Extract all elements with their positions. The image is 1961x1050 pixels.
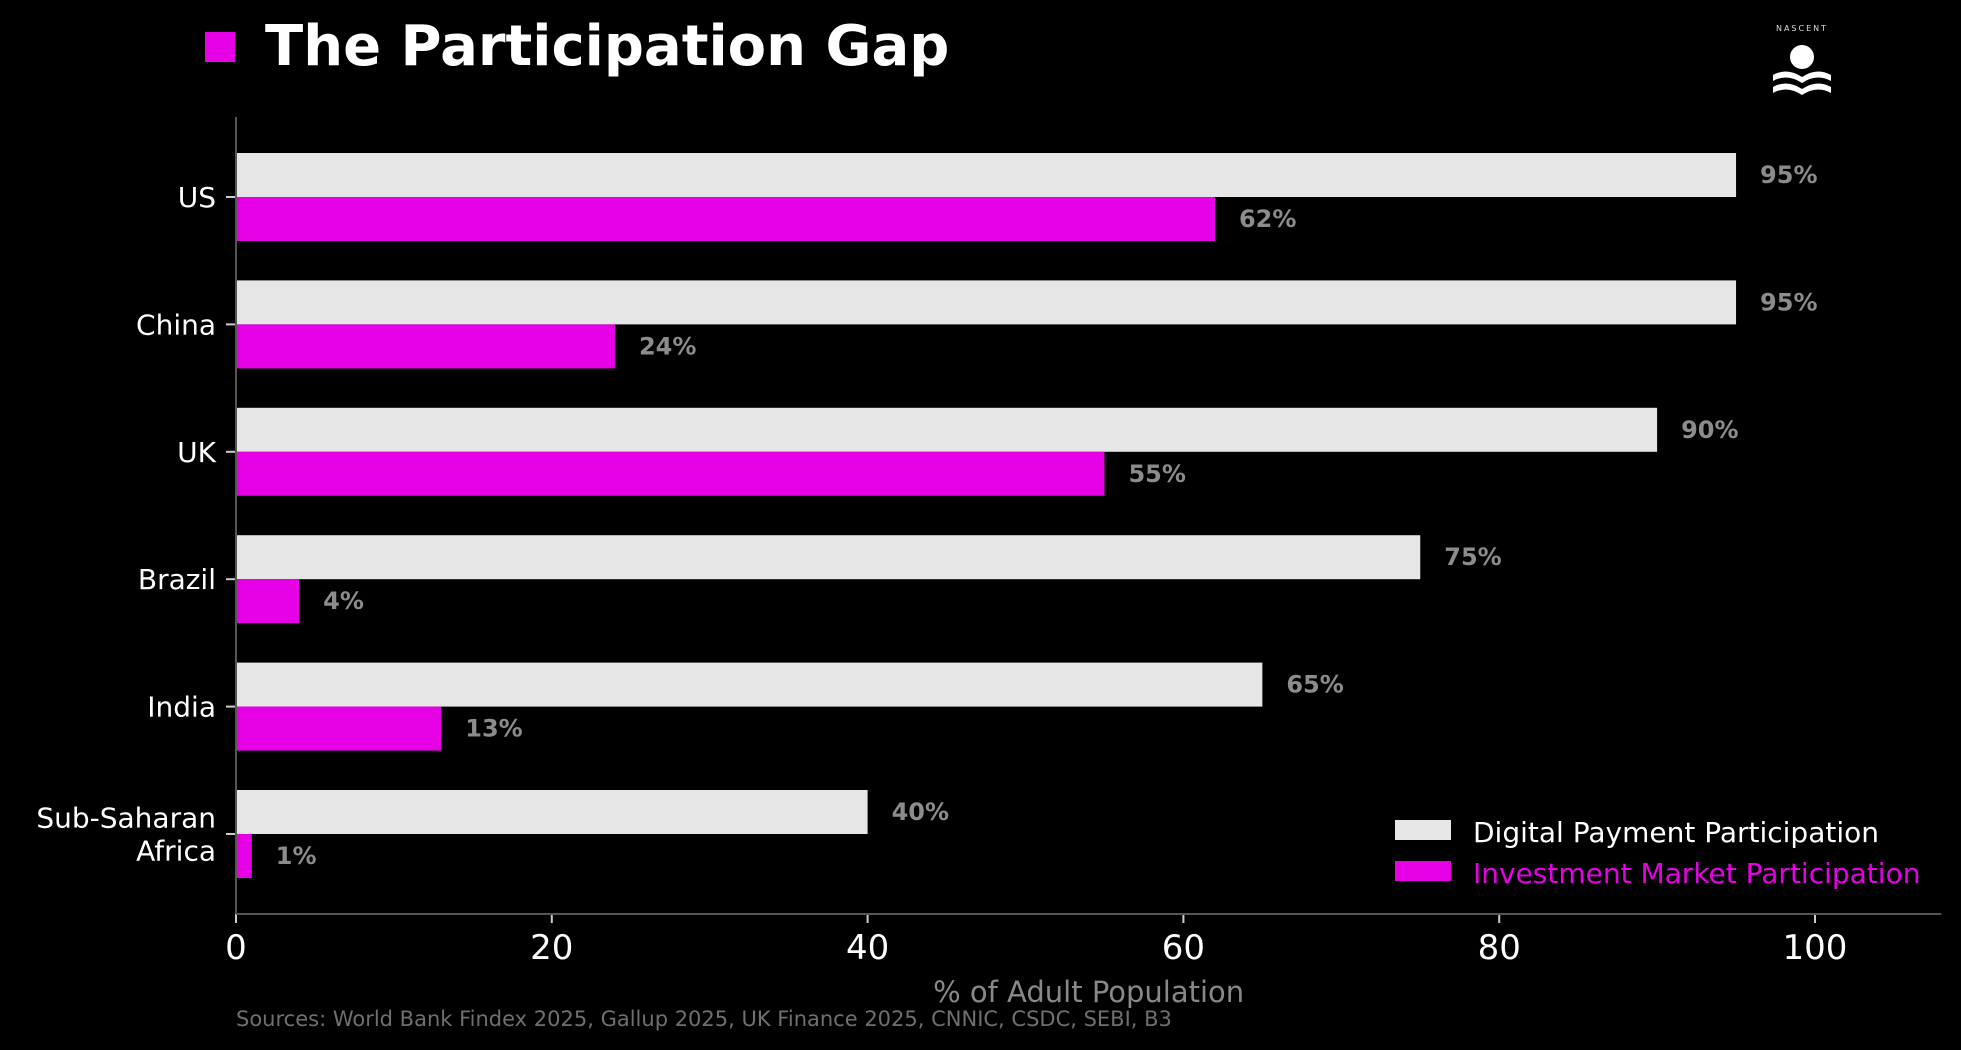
legend-swatch-investment xyxy=(1395,861,1451,881)
data-label-digital-china: 95% xyxy=(1760,288,1817,316)
legend: Digital Payment Participation Investment… xyxy=(1395,816,1920,890)
data-label-investment-uk: 55% xyxy=(1128,460,1185,488)
x-tick-label-40: 40 xyxy=(846,928,889,968)
data-label-digital-uk: 90% xyxy=(1681,416,1738,444)
bars-layer: 95% 62% 95% 24% 90% 55% 75% 4% 65% 13% 40% 1% xyxy=(236,153,1818,878)
x-axis: 0 20 40 60 80 100 xyxy=(225,914,1847,968)
x-tick-label-100: 100 xyxy=(1783,928,1848,968)
data-label-digital-sub-saharan-africa: 40% xyxy=(892,798,949,826)
category-label-sub-saharan-africa-line-2: Africa xyxy=(136,835,216,868)
x-axis-label: % of Adult Population xyxy=(933,975,1244,1009)
legend-swatch-digital xyxy=(1395,820,1451,840)
data-label-investment-us: 62% xyxy=(1239,205,1296,233)
category-label-brazil: Brazil xyxy=(138,563,216,596)
data-label-investment-china: 24% xyxy=(639,332,696,360)
bar-digital-china xyxy=(236,280,1737,325)
category-label-china: China xyxy=(136,308,216,341)
chart-title-group: The Participation Gap xyxy=(205,14,949,79)
data-label-investment-brazil: 4% xyxy=(323,587,364,615)
bar-investment-china xyxy=(236,324,615,369)
bar-digital-uk xyxy=(236,407,1658,452)
data-label-digital-india: 65% xyxy=(1286,671,1343,699)
bar-investment-us xyxy=(236,197,1215,241)
nascent-logo: NASCENT xyxy=(1760,24,1844,109)
legend-label-investment: Investment Market Participation xyxy=(1473,857,1920,890)
wave-person-logo-icon xyxy=(1773,45,1831,95)
bar-digital-us xyxy=(236,153,1737,197)
legend-label-digital: Digital Payment Participation xyxy=(1473,816,1879,849)
title-marker-square xyxy=(205,31,235,62)
x-tick-label-0: 0 xyxy=(225,928,247,968)
bar-digital-sub-saharan-africa xyxy=(236,790,868,834)
category-label-sub-saharan-africa-line-1: Sub-Saharan xyxy=(36,802,216,835)
bar-investment-sub-saharan-africa xyxy=(236,834,252,878)
x-tick-label-60: 60 xyxy=(1162,928,1205,968)
x-tick-label-80: 80 xyxy=(1478,928,1521,968)
bar-investment-brazil xyxy=(236,579,300,624)
chart-title: The Participation Gap xyxy=(265,14,950,79)
data-label-digital-us: 95% xyxy=(1760,161,1817,189)
bar-investment-uk xyxy=(236,451,1105,496)
bar-digital-india xyxy=(236,662,1263,707)
bar-investment-india xyxy=(236,706,442,751)
category-label-uk: UK xyxy=(177,436,216,469)
x-tick-label-20: 20 xyxy=(530,928,573,968)
category-label-india: India xyxy=(147,691,216,724)
data-label-investment-sub-saharan-africa: 1% xyxy=(276,842,317,870)
logo-text: NASCENT xyxy=(1775,24,1829,33)
bar-digital-brazil xyxy=(236,535,1421,580)
data-label-investment-india: 13% xyxy=(465,715,522,743)
source-note: Sources: World Bank Findex 2025, Gallup … xyxy=(236,1007,1172,1031)
data-label-digital-brazil: 75% xyxy=(1444,543,1501,571)
category-label-us: US xyxy=(178,181,216,214)
